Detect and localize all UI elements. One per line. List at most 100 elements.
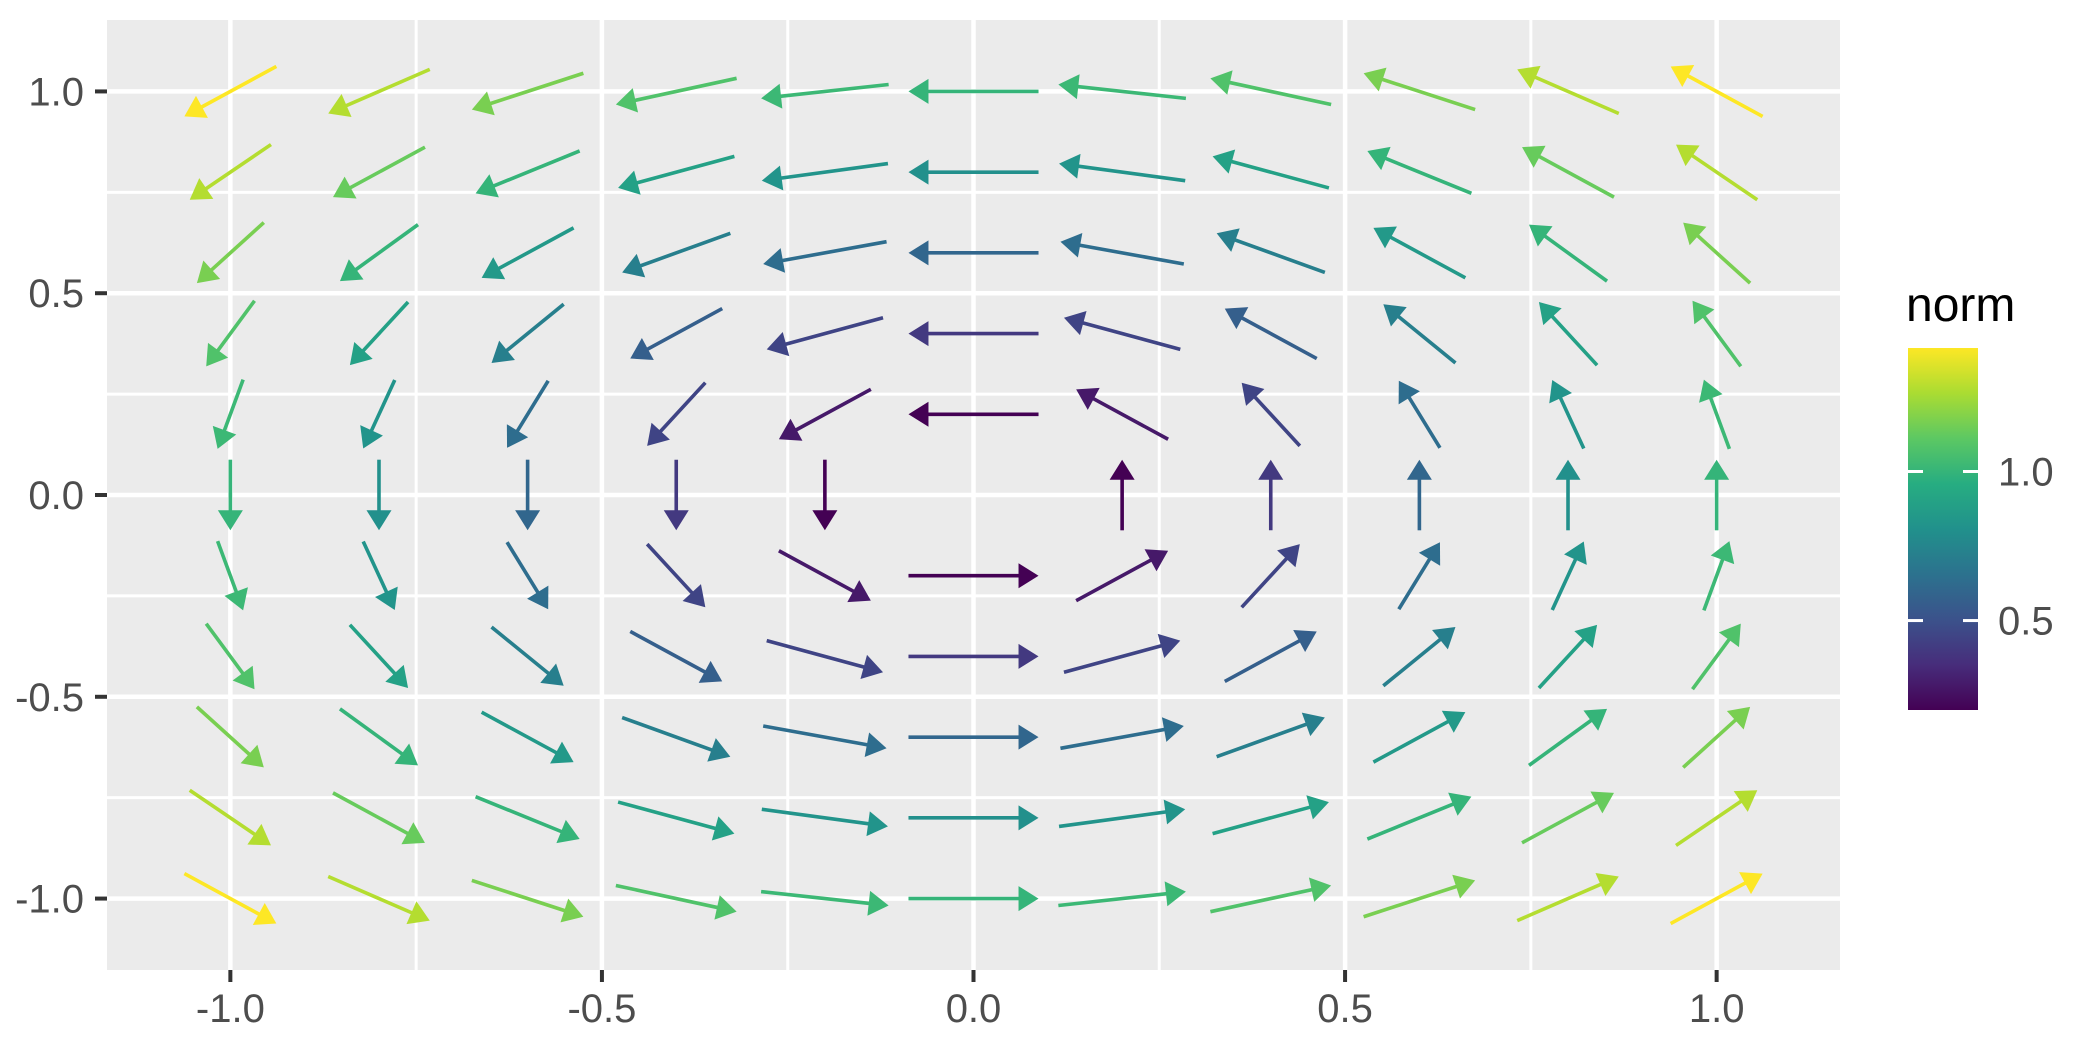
y-axis-tick-label: 0.5: [28, 272, 84, 316]
vector-arrow-head: [1163, 799, 1186, 825]
vector-arrow-shaft: [1073, 318, 1181, 352]
vector-arrow-head: [908, 78, 929, 104]
vector-arrow: [647, 381, 707, 446]
vector-arrow: [1058, 799, 1186, 829]
vector-arrow-head: [1241, 382, 1265, 406]
vector-arrow: [1363, 67, 1476, 112]
vector-arrow-shaft: [188, 788, 264, 842]
vector-arrow-head: [560, 898, 584, 923]
vector-arrow: [622, 231, 731, 278]
vector-arrow: [206, 299, 256, 367]
vector-arrow: [1382, 627, 1456, 688]
vector-arrow: [1059, 153, 1186, 183]
vector-arrow-shaft: [652, 381, 707, 440]
vector-arrow-shaft: [1068, 163, 1186, 183]
vector-arrow: [195, 705, 264, 768]
vector-arrow-shaft: [348, 623, 403, 682]
vector-arrow: [1212, 795, 1329, 836]
vector-arrow: [1216, 712, 1325, 759]
vector-arrow-head: [1060, 232, 1083, 258]
vector-arrow-head: [1683, 222, 1707, 246]
vector-arrow-head: [1595, 873, 1619, 896]
vector-arrow: [1555, 459, 1581, 531]
vector-arrow-head: [1699, 379, 1723, 403]
vector-arrow-head: [1258, 459, 1284, 480]
vector-arrow-shaft: [1069, 241, 1185, 266]
vector-arrow: [1240, 544, 1300, 609]
vector-arrow: [490, 625, 564, 686]
vector-arrow-head: [481, 257, 506, 280]
vector-arrow-head: [615, 88, 639, 113]
vector-arrow-head: [1441, 710, 1466, 733]
vector-arrow-shaft: [1216, 719, 1317, 759]
vector-arrow: [1397, 542, 1441, 611]
vector-arrow-shaft: [1223, 634, 1309, 683]
vector-arrow: [908, 159, 1039, 185]
x-axis-tick-label: -0.5: [567, 987, 636, 1031]
x-axis-tick-label: 0.0: [946, 987, 1002, 1031]
vector-arrow: [645, 542, 706, 608]
vector-arrow: [663, 459, 689, 531]
vector-arrow: [1058, 881, 1186, 908]
vector-arrow-shaft: [204, 622, 251, 683]
vector-arrow: [1699, 379, 1732, 450]
vector-arrow: [1241, 382, 1302, 448]
vector-arrow-shaft: [762, 724, 878, 749]
vector-arrow-head: [1161, 717, 1184, 742]
vector-arrow-head: [1018, 724, 1039, 750]
vector-arrow-shaft: [615, 883, 728, 912]
vector-arrow-head: [714, 895, 737, 920]
vector-arrow-head: [1301, 712, 1325, 737]
vector-arrow-shaft: [1240, 550, 1295, 609]
vector-arrow-shaft: [510, 379, 550, 441]
x-axis-tick-label: 0.5: [1317, 987, 1373, 1031]
vector-arrow-shaft: [1225, 234, 1326, 275]
vector-arrow-head: [1452, 874, 1476, 899]
vector-arrow: [348, 623, 409, 689]
vector-arrow-shaft: [215, 540, 242, 602]
vector-arrow-head: [1018, 805, 1039, 831]
vector-arrow: [778, 387, 872, 441]
vector-arrow-shaft: [1221, 157, 1330, 190]
vector-arrow-head: [1164, 881, 1186, 907]
vector-arrow-head: [1528, 224, 1553, 247]
vector-arrow-shaft: [1232, 311, 1318, 361]
vector-arrow-head: [908, 401, 929, 427]
vector-arrow-head: [1739, 872, 1763, 895]
vector-arrow-shaft: [1678, 69, 1764, 118]
vector-arrow-head: [1733, 790, 1758, 812]
vector-arrow: [212, 379, 245, 449]
vector-arrow-head: [1549, 380, 1572, 404]
vector-arrow: [1537, 624, 1598, 690]
vector-arrow-shaft: [629, 629, 715, 679]
vector-arrow-head: [1109, 459, 1135, 480]
vector-arrow-head: [206, 342, 229, 367]
vector-arrow-shaft: [621, 715, 722, 756]
vector-arrow-shaft: [489, 226, 575, 275]
y-axis-tick-label: -0.5: [15, 676, 84, 720]
vector-arrow-head: [360, 425, 383, 449]
y-axis-tick-label: 1.0: [28, 70, 84, 114]
vector-arrow: [908, 240, 1039, 266]
vector-arrow-head: [366, 510, 392, 531]
vector-arrow: [1258, 459, 1284, 531]
vector-arrow: [908, 643, 1039, 669]
vector-arrow: [491, 302, 565, 363]
vector-arrow-shaft: [1516, 878, 1611, 923]
vector-arrow: [339, 223, 420, 282]
vector-arrow-head: [682, 584, 706, 608]
vector-arrow: [1216, 228, 1326, 275]
y-axis-tick-label: -1.0: [15, 878, 84, 922]
vector-arrow-head: [1058, 74, 1080, 100]
vector-arrow-shaft: [327, 874, 422, 919]
x-axis-tick-label: -1.0: [196, 987, 265, 1031]
vector-arrow-head: [711, 816, 735, 841]
vector-arrow-head: [647, 422, 670, 446]
vector-arrow: [1212, 149, 1330, 190]
vector-arrow: [1058, 74, 1187, 101]
vector-arrow-shaft: [1372, 74, 1476, 112]
vector-arrow-shaft: [183, 872, 269, 921]
vector-arrow-shaft: [203, 221, 266, 278]
vector-arrow-head: [908, 240, 929, 266]
vector-arrow-head: [766, 332, 790, 357]
